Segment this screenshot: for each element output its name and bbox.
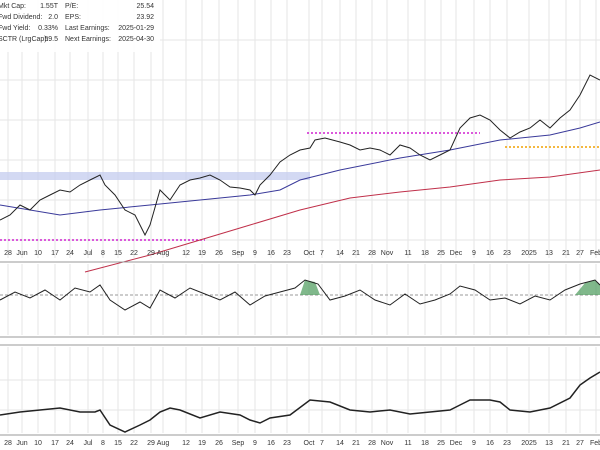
info-label: Next Earnings: [65, 36, 111, 43]
info-value: 2025-04-30 [118, 36, 154, 43]
x-tick-label: Sep [232, 250, 245, 257]
x-tick-label: 16 [267, 250, 275, 257]
x-tick-label: 9 [253, 250, 257, 257]
x-tick-label: 9 [253, 440, 257, 447]
x-tick-label: 8 [101, 440, 105, 447]
x-tick-label: 28 [368, 250, 376, 257]
info-value: 25.54 [136, 3, 154, 10]
x-tick-label: 26 [215, 440, 223, 447]
info-value: 2025-01-29 [118, 25, 154, 32]
x-tick-label: 2025 [521, 250, 537, 257]
x-tick-label: 21 [352, 440, 360, 447]
x-tick-label: 15 [114, 250, 122, 257]
oscillator-fill [575, 280, 600, 295]
x-tick-label: Sep [232, 440, 245, 447]
x-tick-label: 23 [283, 250, 291, 257]
info-label: P/E: [65, 3, 78, 10]
x-tick-label: 18 [421, 250, 429, 257]
x-tick-label: Oct [304, 250, 315, 257]
x-tick-label: Aug [157, 440, 170, 447]
x-tick-label: 17 [51, 250, 59, 257]
x-tick-label: 17 [51, 440, 59, 447]
x-tick-label: 11 [404, 250, 411, 257]
x-tick-label: 7 [320, 440, 324, 447]
relative-strength-line [0, 371, 600, 433]
info-value: 23.92 [136, 14, 154, 21]
x-tick-label: 29 [147, 440, 155, 447]
x-tick-label: Dec [450, 440, 463, 447]
x-tick-label: 16 [486, 250, 494, 257]
x-tick-label: 26 [215, 250, 223, 257]
info-label: Fwd Yield: [0, 25, 30, 32]
x-tick-label: 11 [404, 440, 411, 447]
x-tick-label: 19 [198, 250, 206, 257]
x-tick-label: 16 [486, 440, 494, 447]
x-tick-label: 13 [545, 440, 553, 447]
x-tick-label: Oct [304, 440, 315, 447]
x-tick-label: 21 [562, 250, 570, 257]
x-tick-label: 28 [4, 250, 12, 257]
x-tick-label: Jul [84, 250, 93, 257]
x-tick-label: 25 [437, 250, 445, 257]
x-tick-label: 22 [130, 440, 138, 447]
x-tick-label: 21 [352, 250, 360, 257]
x-tick-label: 7 [320, 250, 324, 257]
oscillator-fill [300, 280, 320, 295]
x-tick-label: Aug [157, 250, 170, 257]
x-tick-label: Jul [84, 440, 93, 447]
info-label: SCTR (LrgCap): [0, 36, 49, 43]
x-tick-label: Feb [590, 250, 600, 257]
x-tick-label: 12 [182, 440, 190, 447]
x-tick-label: 10 [34, 440, 42, 447]
x-tick-label: Jun [16, 440, 27, 447]
x-tick-label: 16 [267, 440, 275, 447]
x-tick-label: 27 [576, 250, 584, 257]
price-line [0, 74, 600, 237]
info-value: 1.55T [40, 3, 59, 10]
x-tick-label: 19 [198, 440, 206, 447]
x-tick-label: 15 [114, 440, 122, 447]
x-tick-label: 22 [130, 250, 138, 257]
x-tick-label: 14 [336, 440, 344, 447]
x-tick-label: 14 [336, 250, 344, 257]
x-tick-label: Dec [450, 250, 463, 257]
x-tick-label: 28 [368, 440, 376, 447]
x-tick-label: 21 [562, 440, 570, 447]
x-tick-label: 23 [283, 440, 291, 447]
info-panel [0, 0, 160, 52]
x-tick-label: 25 [437, 440, 445, 447]
x-tick-label: 27 [576, 440, 584, 447]
x-tick-label: Nov [381, 250, 394, 257]
x-tick-label: 23 [503, 250, 511, 257]
x-tick-label: 18 [421, 440, 429, 447]
x-tick-label: 28 [4, 440, 12, 447]
short-moving-average [0, 121, 600, 216]
x-tick-label: 2025 [521, 440, 537, 447]
info-value: 2.0 [48, 14, 58, 21]
info-label: Mkt Cap: [0, 3, 26, 10]
info-value: 59.5 [44, 36, 58, 43]
info-label: EPS: [65, 14, 81, 21]
grid [0, 0, 600, 433]
x-tick-label: 13 [545, 250, 553, 257]
x-tick-label: 29 [147, 250, 155, 257]
oscillator-line [0, 279, 600, 311]
x-tick-label: 9 [472, 440, 476, 447]
x-tick-label: Nov [381, 440, 394, 447]
info-label: Fwd Dividend: [0, 14, 42, 21]
x-tick-label: 9 [472, 250, 476, 257]
x-tick-label: 23 [503, 440, 511, 447]
x-tick-label: Feb [590, 440, 600, 447]
info-value: 0.33% [38, 25, 58, 32]
x-tick-label: Jun [16, 250, 27, 257]
info-label: Last Earnings: [65, 25, 110, 32]
x-tick-label: 24 [66, 250, 74, 257]
x-tick-label: 24 [66, 440, 74, 447]
resistance-band [0, 172, 310, 180]
x-tick-label: 12 [182, 250, 190, 257]
x-tick-label: 8 [101, 250, 105, 257]
x-tick-label: 10 [34, 250, 42, 257]
long-moving-average [84, 169, 600, 273]
